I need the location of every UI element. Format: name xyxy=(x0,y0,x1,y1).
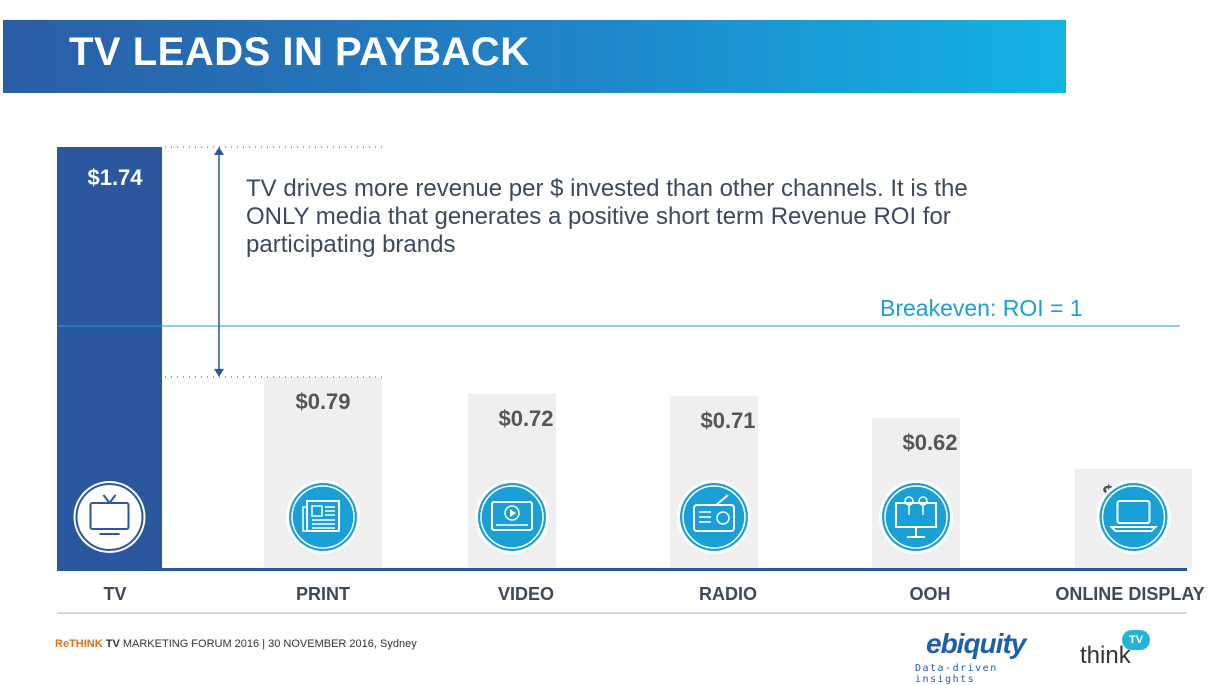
footer-event-tv: TV xyxy=(102,638,120,650)
laptop-icon xyxy=(1096,480,1171,554)
ebiquity-logo-tagline: Data-driven insights xyxy=(915,663,998,685)
billboard-icon xyxy=(879,480,953,554)
headline-text: TV drives more revenue per $ invested th… xyxy=(246,175,968,258)
footer-brand-re: Re xyxy=(55,638,70,650)
footer-event: ReTHINK TV MARKETING FORUM 2016 | 30 NOV… xyxy=(55,638,417,650)
value-label-ooh: $0.62 xyxy=(902,430,957,455)
newspaper-icon xyxy=(286,480,360,554)
gap-arrow-head-top xyxy=(214,147,224,155)
value-label-print: $0.79 xyxy=(295,389,350,414)
gap-arrow-head-bottom xyxy=(214,368,224,377)
video-player-icon xyxy=(475,480,549,554)
category-label-radio: RADIO xyxy=(699,584,757,604)
page-title: TV LEADS IN PAYBACK xyxy=(69,30,530,74)
tv-icon xyxy=(73,481,146,553)
category-label-print: PRINT xyxy=(296,584,350,604)
thinktv-logo-bubble: TV xyxy=(1122,630,1150,650)
category-label-video: VIDEO xyxy=(498,584,554,604)
value-label-video: $0.72 xyxy=(498,406,553,431)
ebiquity-logo: ebiquity Data-driven insights xyxy=(912,626,1042,685)
ebiquity-logo-word: ebiquity xyxy=(926,628,1026,659)
title-banner xyxy=(3,20,1066,93)
category-label-tv: TV xyxy=(103,584,126,604)
category-label-online-display: ONLINE DISPLAY xyxy=(1055,584,1204,604)
category-label-ooh: OOH xyxy=(909,584,950,604)
value-label-tv: $1.74 xyxy=(87,165,143,190)
radio-icon xyxy=(677,480,751,554)
x-axis-line xyxy=(57,568,1187,571)
thinktv-logo: think TV xyxy=(1080,628,1160,678)
value-label-radio: $0.71 xyxy=(700,408,755,433)
thinktv-logo-word: think xyxy=(1080,642,1131,669)
breakeven-label: Breakeven: ROI = 1 xyxy=(880,295,1083,321)
footer-event-text: MARKETING FORUM 2016 | 30 NOVEMBER 2016,… xyxy=(119,638,417,650)
footer-brand-think: THINK xyxy=(69,638,103,650)
